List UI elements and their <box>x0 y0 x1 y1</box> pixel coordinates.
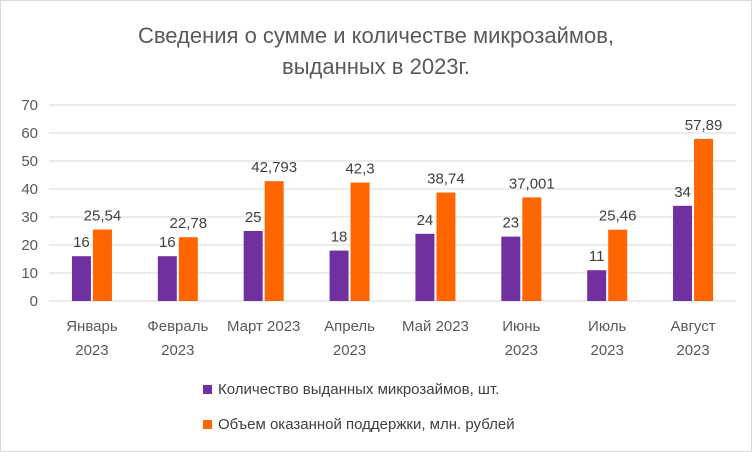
data-label: 25,54 <box>84 207 122 224</box>
data-label: 42,3 <box>345 161 374 178</box>
bar <box>694 138 714 301</box>
bar <box>501 236 521 301</box>
x-tick-label: Февраль <box>147 318 208 335</box>
y-tick-label: 50 <box>21 153 38 170</box>
x-tick-label: Май 2023 <box>402 318 469 335</box>
bar <box>673 205 693 301</box>
legend-label-volume: Объем оказанной поддержки, млн. рублей <box>218 415 515 433</box>
x-tick-label: 2023 <box>161 342 194 359</box>
x-tick-label: 2023 <box>591 342 624 359</box>
legend-item-count: Количество выданных микрозаймов, шт. <box>203 379 499 399</box>
y-tick-label: 60 <box>21 125 38 142</box>
bar <box>264 181 284 301</box>
x-tick-label: Март 2023 <box>227 318 300 335</box>
y-tick-label: 70 <box>21 97 38 114</box>
y-tick-label: 10 <box>21 265 38 282</box>
data-label: 16 <box>159 234 176 251</box>
y-tick-label: 0 <box>30 293 38 310</box>
data-label: 11 <box>589 248 605 265</box>
y-tick-label: 20 <box>21 237 38 254</box>
x-tick-label: Апрель <box>324 318 375 335</box>
x-tick-label: Январь <box>66 318 118 335</box>
legend-label-count: Количество выданных микрозаймов, шт. <box>218 380 500 398</box>
bar <box>178 237 198 301</box>
bar <box>243 231 263 301</box>
x-tick-label: 2023 <box>505 342 538 359</box>
legend-swatch-count <box>203 384 212 394</box>
x-tick-label: Июль <box>588 318 626 335</box>
bar <box>92 229 112 301</box>
data-label: 38,74 <box>427 171 465 188</box>
chart-title-line-2: выданных в 2023г. <box>282 54 470 79</box>
chart-title-line-1: Сведения о сумме и количестве микрозаймо… <box>137 23 615 48</box>
bar <box>608 229 628 301</box>
data-label: 37,001 <box>509 175 555 192</box>
bar <box>415 233 435 301</box>
x-tick-label: 2023 <box>75 342 108 359</box>
bar <box>350 182 370 301</box>
bar <box>157 256 177 301</box>
data-label: 24 <box>417 212 434 229</box>
y-tick-label: 30 <box>21 209 38 226</box>
bar <box>71 256 91 301</box>
x-tick-label: 2023 <box>676 342 709 359</box>
y-tick-label: 40 <box>21 181 38 198</box>
x-tick-label: 2023 <box>333 342 366 359</box>
data-label: 42,793 <box>251 159 297 176</box>
data-label: 23 <box>502 215 519 232</box>
x-tick-label: Июнь <box>502 318 540 335</box>
data-label: 22,78 <box>170 215 208 232</box>
bar <box>522 197 542 301</box>
bar <box>587 270 607 301</box>
data-label: 25 <box>245 209 262 226</box>
data-label: 25,46 <box>599 208 637 225</box>
legend-swatch-volume <box>203 419 212 429</box>
bar <box>329 250 349 301</box>
data-label: 57,89 <box>685 117 723 134</box>
data-label: 34 <box>674 184 691 201</box>
data-label: 18 <box>331 229 348 246</box>
bar <box>436 192 456 301</box>
x-tick-label: Август <box>670 318 715 335</box>
legend-item-volume: Объем оказанной поддержки, млн. рублей <box>203 414 515 434</box>
data-label: 16 <box>73 234 90 251</box>
